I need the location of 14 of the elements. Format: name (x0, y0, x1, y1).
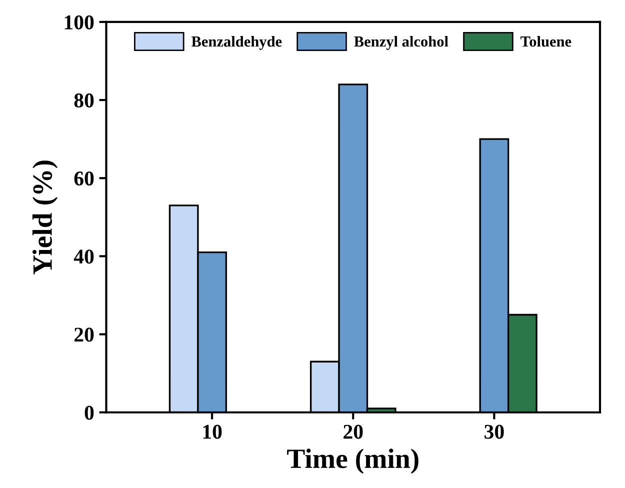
x-axis-title: Time (min) (287, 448, 418, 474)
y-tick-label: 20 (74, 328, 94, 342)
x-tick-label: 20 (344, 424, 363, 439)
legend-label: Benzyl alcohol (354, 36, 448, 50)
legend-label: Benzaldehyde (191, 36, 282, 50)
legend-label: Toluene (520, 36, 572, 47)
y-tick-label: 0 (84, 406, 94, 420)
x-tick-label: 30 (484, 424, 504, 439)
x-tick-label: 10 (203, 424, 222, 439)
y-tick-label: 80 (74, 93, 94, 108)
y-axis-title: Yield (%) (32, 160, 58, 274)
y-tick-label: 60 (74, 171, 94, 186)
y-tick-label: 100 (64, 15, 94, 30)
y-tick-label: 40 (74, 250, 94, 264)
